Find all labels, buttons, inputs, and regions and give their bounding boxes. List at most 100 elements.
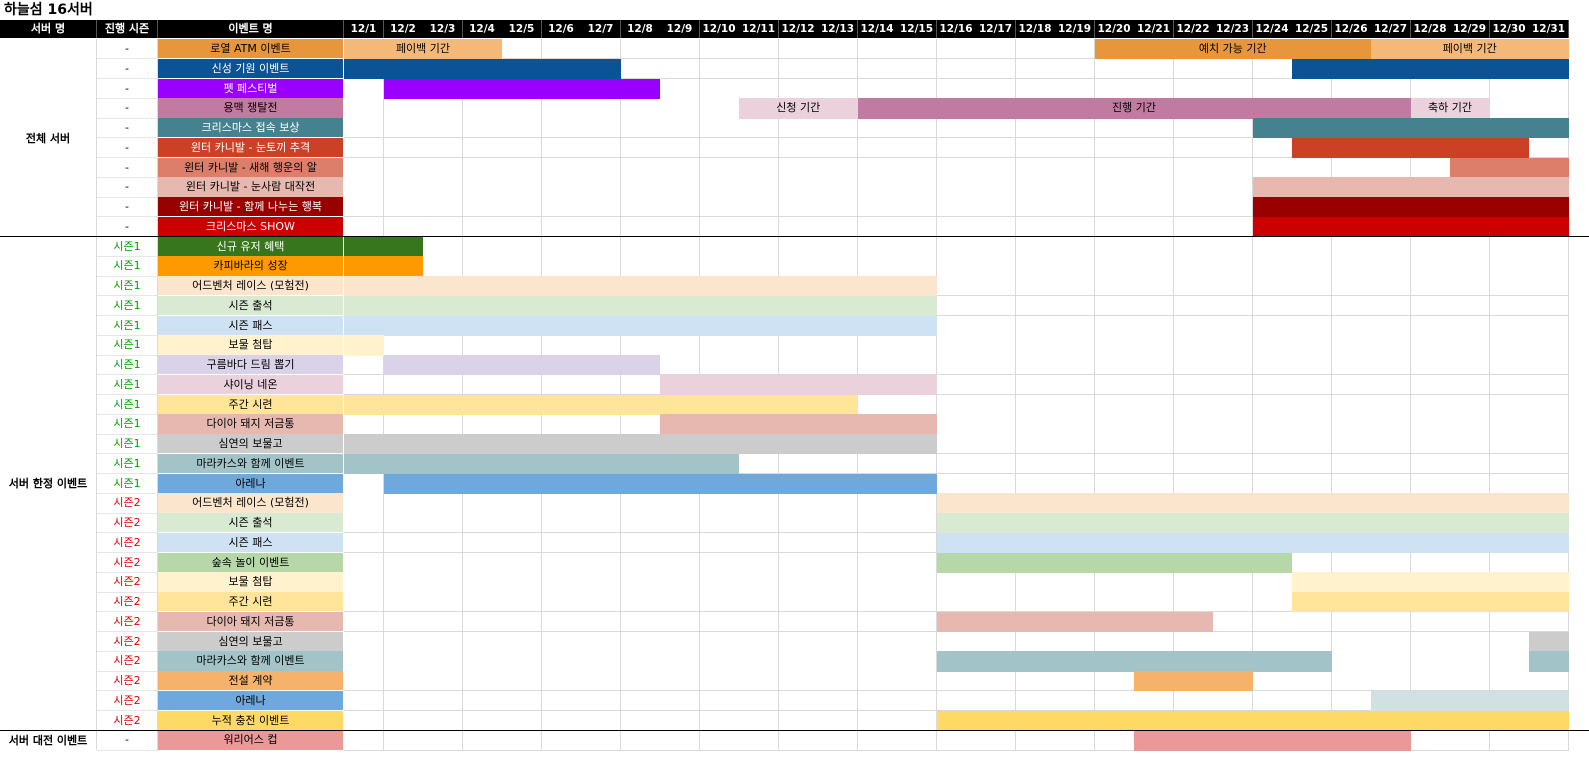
grid-cell[interactable] <box>660 177 700 198</box>
grid-cell[interactable] <box>857 177 898 198</box>
event-period-bar[interactable] <box>936 611 1213 632</box>
grid-cell[interactable] <box>1173 197 1214 218</box>
grid-cell[interactable] <box>1292 236 1332 257</box>
grid-cell[interactable] <box>897 256 937 277</box>
grid-cell[interactable] <box>1252 592 1293 613</box>
grid-cell[interactable] <box>1213 137 1253 158</box>
grid-cell[interactable] <box>699 513 740 534</box>
grid-cell[interactable] <box>660 137 700 158</box>
event-name[interactable]: 보물 첨탑 <box>158 572 344 593</box>
grid-cell[interactable] <box>897 592 937 613</box>
grid-cell[interactable] <box>1410 374 1451 395</box>
grid-cell[interactable] <box>1252 473 1293 494</box>
grid-cell[interactable] <box>581 532 621 553</box>
grid-cell[interactable] <box>462 216 503 237</box>
grid-cell[interactable] <box>1371 552 1411 573</box>
grid-cell[interactable] <box>462 236 503 257</box>
grid-cell[interactable] <box>739 335 779 356</box>
grid-cell[interactable] <box>541 374 582 395</box>
grid-cell[interactable] <box>660 58 700 79</box>
grid-cell[interactable] <box>1173 256 1214 277</box>
grid-cell[interactable] <box>739 572 779 593</box>
grid-cell[interactable] <box>1015 671 1056 692</box>
grid-cell[interactable] <box>1331 631 1372 652</box>
grid-cell[interactable] <box>541 414 582 435</box>
grid-cell[interactable] <box>383 177 424 198</box>
grid-cell[interactable] <box>818 137 858 158</box>
grid-cell[interactable] <box>818 256 858 277</box>
grid-cell[interactable] <box>936 730 977 751</box>
grid-cell[interactable] <box>502 651 542 672</box>
grid-cell[interactable] <box>739 453 779 474</box>
event-period-bar[interactable] <box>344 276 937 297</box>
grid-cell[interactable] <box>976 355 1016 376</box>
grid-cell[interactable] <box>1015 434 1056 455</box>
grid-cell[interactable] <box>1252 335 1293 356</box>
event-name[interactable]: 윈터 카니발 - 눈사람 대작전 <box>158 177 344 198</box>
grid-cell[interactable] <box>699 197 740 218</box>
grid-cell[interactable] <box>936 414 977 435</box>
grid-cell[interactable] <box>1371 374 1411 395</box>
grid-cell[interactable] <box>897 671 937 692</box>
grid-cell[interactable] <box>581 414 621 435</box>
grid-cell[interactable] <box>660 690 700 711</box>
grid-cell[interactable] <box>1450 631 1490 652</box>
grid-cell[interactable] <box>1055 157 1095 178</box>
grid-cell[interactable] <box>383 592 424 613</box>
grid-cell[interactable] <box>1055 177 1095 198</box>
event-period-bar[interactable] <box>936 532 1569 553</box>
grid-cell[interactable] <box>660 631 700 652</box>
grid-cell[interactable] <box>1173 216 1214 237</box>
grid-cell[interactable] <box>660 493 700 514</box>
grid-cell[interactable] <box>1371 651 1411 672</box>
grid-cell[interactable] <box>1331 414 1372 435</box>
grid-cell[interactable] <box>1410 473 1451 494</box>
grid-cell[interactable] <box>620 414 661 435</box>
grid-cell[interactable] <box>502 197 542 218</box>
grid-cell[interactable] <box>976 177 1016 198</box>
grid-cell[interactable] <box>739 197 779 218</box>
grid-cell[interactable] <box>1213 118 1253 139</box>
grid-cell[interactable] <box>660 611 700 632</box>
grid-cell[interactable] <box>1055 473 1095 494</box>
grid-cell[interactable] <box>620 651 661 672</box>
grid-cell[interactable] <box>739 592 779 613</box>
grid-cell[interactable] <box>1134 236 1174 257</box>
grid-cell[interactable] <box>1213 197 1253 218</box>
grid-cell[interactable] <box>581 592 621 613</box>
grid-cell[interactable] <box>1331 374 1372 395</box>
grid-cell[interactable] <box>1134 572 1174 593</box>
grid-cell[interactable] <box>541 513 582 534</box>
grid-cell[interactable] <box>462 335 503 356</box>
grid-cell[interactable] <box>502 216 542 237</box>
grid-cell[interactable] <box>502 513 542 534</box>
grid-cell[interactable] <box>1094 690 1135 711</box>
grid-cell[interactable] <box>1213 78 1253 99</box>
grid-cell[interactable] <box>1055 236 1095 257</box>
grid-cell[interactable] <box>818 552 858 573</box>
grid-cell[interactable] <box>344 98 384 119</box>
grid-cell[interactable] <box>1292 690 1332 711</box>
grid-cell[interactable] <box>1055 434 1095 455</box>
grid-cell[interactable] <box>1173 295 1214 316</box>
grid-cell[interactable] <box>344 651 384 672</box>
grid-cell[interactable] <box>660 532 700 553</box>
grid-cell[interactable] <box>897 197 937 218</box>
event-period-bar[interactable] <box>936 493 1569 514</box>
grid-cell[interactable] <box>502 572 542 593</box>
grid-cell[interactable] <box>818 197 858 218</box>
grid-cell[interactable] <box>1410 434 1451 455</box>
grid-cell[interactable] <box>699 592 740 613</box>
grid-cell[interactable] <box>1015 355 1056 376</box>
grid-cell[interactable] <box>778 236 819 257</box>
grid-cell[interactable] <box>1134 355 1174 376</box>
grid-cell[interactable] <box>581 236 621 257</box>
grid-cell[interactable] <box>1489 671 1530 692</box>
event-name[interactable]: 주간 시련 <box>158 394 344 415</box>
grid-cell[interactable] <box>778 197 819 218</box>
grid-cell[interactable] <box>581 552 621 573</box>
event-name[interactable]: 시즌 패스 <box>158 532 344 553</box>
grid-cell[interactable] <box>857 355 898 376</box>
grid-cell[interactable] <box>1015 414 1056 435</box>
grid-cell[interactable] <box>739 671 779 692</box>
